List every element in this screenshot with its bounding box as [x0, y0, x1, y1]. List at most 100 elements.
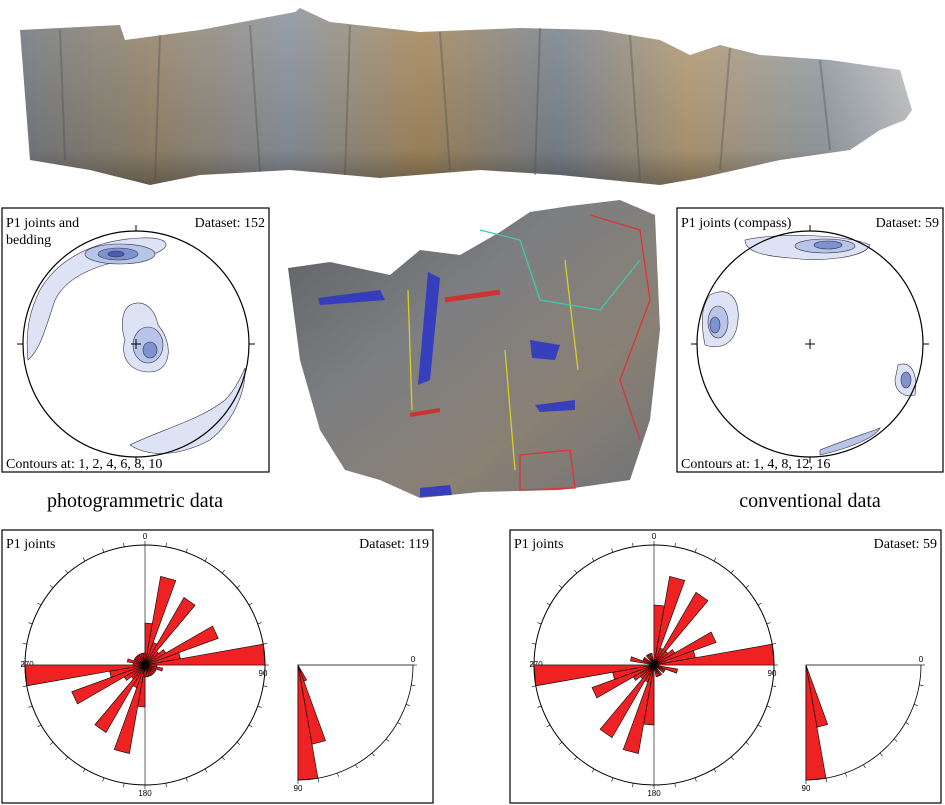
compass-tick: [730, 569, 734, 574]
stereonet-right: [676, 207, 944, 473]
rose-panel: P1 joints Dataset: 59 0 90 180 270 0 90: [509, 529, 942, 804]
compass-tick: [766, 622, 771, 625]
dip-tick: [893, 738, 898, 742]
compass-tick: [165, 542, 167, 547]
compass-label: 90: [259, 669, 268, 678]
compass-label: 0: [652, 532, 657, 541]
compass-tick: [591, 557, 595, 562]
dip-tick: [863, 764, 866, 769]
rose-petal: [649, 652, 655, 666]
title-line: bedding: [6, 233, 51, 248]
rose-petal: [653, 643, 775, 666]
compass-label: 0: [143, 532, 148, 541]
panel-frame: [1, 529, 434, 804]
compass-tick: [574, 756, 578, 761]
rose-petal: [144, 664, 148, 678]
compass-tick: [257, 705, 262, 708]
panel-frame: [509, 529, 942, 804]
panel-title: P1 joints (compass): [681, 216, 792, 231]
compass-tick: [123, 542, 125, 547]
compass-tick: [236, 585, 241, 589]
caption: photogrammetric data: [47, 490, 223, 512]
dataset-label: Dataset: 59: [874, 537, 937, 552]
compass-tick: [22, 685, 27, 687]
compass-tick: [558, 585, 563, 589]
compass-tick: [28, 622, 33, 625]
rose-petal: [24, 664, 146, 687]
compass-tick: [37, 724, 42, 728]
compass-tick: [713, 768, 717, 773]
dip-tick: [845, 772, 847, 777]
dataset-label: Dataset: 119: [359, 537, 429, 552]
dip-tick: [825, 778, 827, 783]
title-line: P1 joints and: [6, 216, 79, 231]
compass-tick: [772, 643, 777, 645]
compass-tick: [745, 585, 750, 589]
compass-tick: [65, 756, 69, 761]
compass-tick: [757, 724, 762, 728]
compass-tick: [546, 724, 551, 728]
dip-label: 0: [411, 655, 416, 664]
stereonet-left: [1, 207, 270, 473]
compass-tick: [757, 602, 762, 606]
compass-tick: [82, 768, 86, 773]
rose-petal: [144, 643, 266, 666]
rose-panel: P1 joints Dataset: 119 0 90 180 270 0 90: [1, 529, 434, 804]
compass-tick: [185, 548, 188, 553]
contour-label: Contours at: 1, 4, 8, 12, 16: [681, 457, 830, 472]
dip-label: 0: [919, 655, 924, 664]
dip-tick: [405, 704, 410, 706]
compass-tick: [257, 622, 262, 625]
compass-tick: [674, 542, 676, 547]
compass-tick: [537, 622, 542, 625]
compass-tick: [221, 569, 225, 574]
compass-label: 180: [647, 789, 661, 798]
dip-tick: [411, 684, 416, 686]
compass-tick: [632, 783, 634, 788]
compass-tick: [65, 569, 69, 574]
rose-petal: [94, 664, 146, 733]
dip-tick: [905, 722, 910, 725]
compass-tick: [22, 643, 27, 645]
dataset-label: Dataset: 152: [195, 216, 265, 231]
compass-tick: [574, 569, 578, 574]
compass-tick: [766, 705, 771, 708]
dip-tick: [371, 752, 375, 757]
compass-tick: [537, 705, 542, 708]
labels: P1 joints and bedding Dataset: 152 Contou…: [6, 216, 939, 512]
compass-tick: [591, 768, 595, 773]
rose-petal: [653, 664, 665, 674]
panorama-photo: [20, 8, 912, 185]
compass-tick: [531, 685, 536, 687]
dip-petal: [297, 664, 319, 781]
panel-frame: [676, 207, 944, 473]
dip-tick: [337, 772, 339, 777]
panel-title: P1 joints: [6, 537, 55, 552]
rose-petal: [653, 591, 709, 666]
compass-label: 270: [20, 660, 34, 669]
dip-tick: [385, 738, 390, 742]
compass-tick: [248, 724, 253, 728]
rose-petal: [622, 664, 655, 755]
density-contours: [26, 237, 246, 454]
compass-tick: [49, 741, 54, 745]
compass-tick: [772, 685, 777, 687]
dip-tick: [355, 764, 358, 769]
dip-tick: [317, 778, 319, 783]
compass-label: 90: [768, 669, 777, 678]
compass-tick: [123, 783, 125, 788]
title-line: P1 joints (compass): [681, 216, 792, 231]
rose-petal: [599, 664, 655, 739]
rose-petal: [643, 656, 655, 666]
dip-petal: [805, 664, 827, 781]
compass-tick: [185, 777, 188, 782]
density-contours: [701, 235, 917, 456]
contour-label: Contours at: 1, 2, 4, 6, 8, 10: [6, 457, 162, 472]
compass-tick: [165, 783, 167, 788]
compass-tick: [221, 756, 225, 761]
compass-tick: [674, 783, 676, 788]
compass-tick: [82, 557, 86, 562]
outcrop-photo: [288, 200, 660, 498]
rose-petal: [144, 597, 196, 666]
